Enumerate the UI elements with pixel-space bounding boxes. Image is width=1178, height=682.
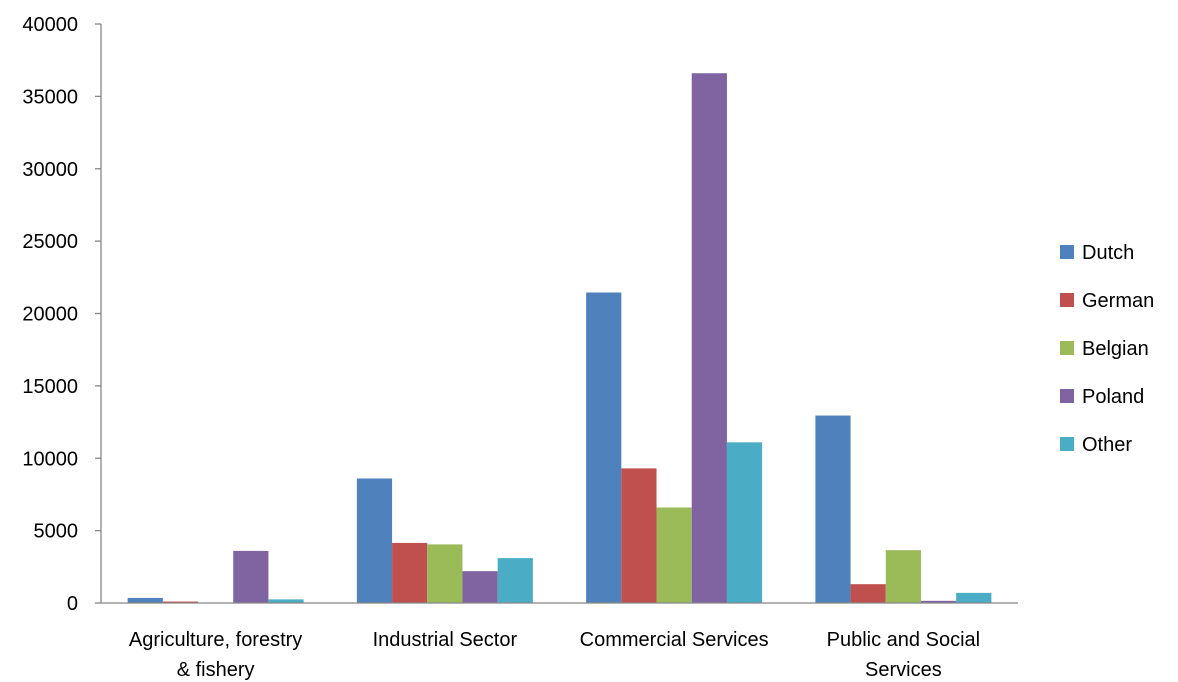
bar-belgian	[427, 544, 463, 603]
bar-german	[392, 542, 428, 603]
y-tick-label: 25000	[22, 231, 78, 253]
legend-swatch-belgian	[1060, 341, 1074, 355]
x-category-label: Public and Social	[827, 629, 980, 651]
y-tick-label: 15000	[22, 376, 78, 398]
bar-belgian	[885, 550, 921, 603]
legend-label-other: Other	[1082, 434, 1132, 456]
legend-label-dutch: Dutch	[1082, 242, 1134, 264]
bar-poland	[233, 550, 269, 603]
y-tick-label: 0	[67, 593, 78, 615]
bars-group	[127, 73, 992, 604]
bar-other	[268, 599, 304, 603]
bar-poland	[462, 571, 498, 603]
legend: Dutch German Belgian Poland Other	[1060, 242, 1154, 456]
x-category-label: Commercial Services	[580, 629, 769, 651]
x-category-label: Agriculture, forestry	[129, 629, 302, 651]
bar-other	[497, 558, 533, 603]
legend-swatch-german	[1060, 293, 1074, 307]
bar-dutch	[586, 292, 622, 603]
legend-swatch-dutch	[1060, 245, 1074, 259]
legend-swatch-other	[1060, 437, 1074, 451]
legend-label-poland: Poland	[1082, 386, 1144, 408]
legend-label-belgian: Belgian	[1082, 338, 1149, 360]
bar-other	[956, 592, 992, 603]
x-category-label: & fishery	[177, 659, 255, 681]
y-tick-label: 30000	[22, 159, 78, 181]
y-axis-ticks: 0 5000 10000 15000 20000 25000 30000 35000 40000	[22, 14, 101, 615]
x-axis-category-labels: Agriculture, forestry & fishery Industrial…	[129, 629, 980, 681]
legend-swatch-poland	[1060, 389, 1074, 403]
bar-german	[162, 601, 199, 603]
y-tick-label: 35000	[22, 86, 78, 108]
y-tick-label: 20000	[22, 304, 78, 326]
bar-dutch	[356, 478, 393, 603]
y-tick-label: 10000	[22, 448, 78, 470]
y-tick-label: 5000	[34, 521, 79, 543]
bar-dutch	[815, 415, 851, 603]
bar-german	[621, 468, 657, 603]
x-category-label: Services	[865, 659, 942, 681]
bar-belgian	[656, 507, 692, 603]
x-category-label: Industrial Sector	[373, 629, 518, 651]
bar-poland	[691, 73, 727, 604]
bar-german	[850, 584, 886, 603]
y-tick-label: 40000	[22, 14, 78, 36]
bar-other	[726, 442, 763, 603]
bar-poland	[920, 600, 957, 603]
bar-dutch	[127, 597, 163, 603]
legend-label-german: German	[1082, 290, 1154, 312]
